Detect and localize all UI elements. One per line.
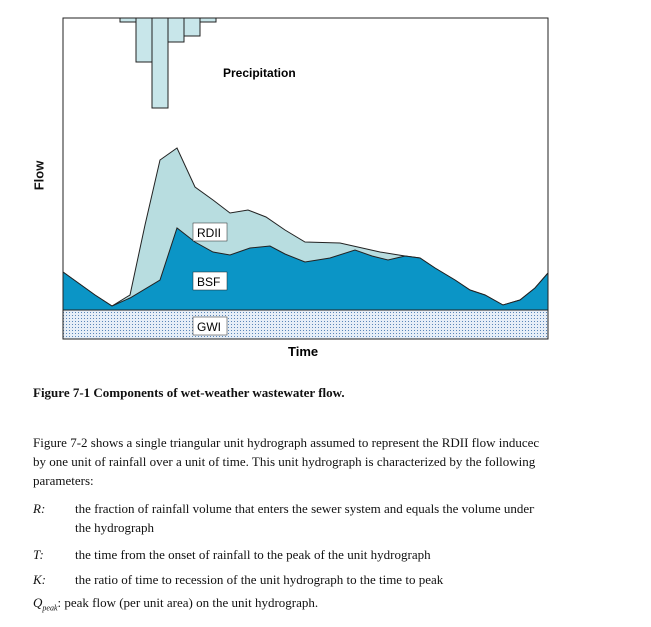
gwi-label: GWI — [197, 320, 221, 334]
gwi-label-box — [192, 316, 228, 336]
param-k: K: the ratio of time to recession of the… — [33, 570, 573, 590]
precipitation-bars — [119, 17, 217, 109]
param-definition: the ratio of time to recession of the un… — [75, 570, 573, 589]
precip-bar — [119, 17, 137, 23]
param-r: R: the fraction of rainfall volume that … — [33, 499, 573, 539]
param-symbol: R: — [33, 501, 46, 516]
qpeak-subscript: peak — [42, 603, 58, 613]
bsf-area — [62, 227, 549, 311]
precipitation-label: Precipitation — [223, 66, 296, 80]
param-definition: the time from the onset of rainfall to t… — [75, 545, 573, 564]
intro-paragraph: Figure 7-2 shows a single triangular uni… — [33, 433, 573, 490]
precip-bar — [151, 17, 169, 109]
param-line: the ratio of time to recession of the un… — [75, 572, 444, 587]
qpeak-letter: Q — [33, 595, 43, 610]
rdii-label-box — [192, 222, 228, 242]
y-axis-label-wrap: Flow — [31, 148, 68, 208]
figure-caption: Figure 7-1 Components of wet-weather was… — [33, 385, 345, 400]
x-axis-label: Time — [288, 344, 318, 359]
hydrograph-figure: Precipitation RDII BSF GWI Time Flow — [31, 17, 549, 359]
param-line: the time from the onset of rainfall to t… — [75, 547, 431, 562]
qpeak-symbol: Qpeak — [33, 595, 58, 613]
param-line: the fraction of rainfall volume that ent… — [75, 501, 535, 516]
precip-bar — [135, 17, 153, 63]
intro-line: by one unit of rainfall over a unit of t… — [33, 454, 536, 469]
param-line: the hydrograph — [75, 520, 155, 535]
param-definition: the fraction of rainfall volume that ent… — [75, 499, 573, 537]
precip-bar — [199, 17, 217, 23]
intro-line: parameters: — [33, 473, 94, 488]
intro-line: Figure 7-2 shows a single triangular uni… — [33, 435, 540, 450]
bsf-label: BSF — [197, 275, 220, 289]
param-symbol: K: — [33, 572, 46, 587]
param-qpeak: Qpeak: peak flow (per unit area) on the … — [33, 595, 318, 613]
precip-bar — [167, 17, 185, 43]
qpeak-definition: : peak flow (per unit area) on the unit … — [57, 595, 319, 610]
y-axis-label: Flow — [31, 160, 47, 191]
param-t: T: the time from the onset of rainfall t… — [33, 545, 573, 565]
param-symbol: T: — [33, 547, 44, 562]
gwi-band — [62, 309, 549, 340]
rdii-label: RDII — [197, 226, 221, 240]
precip-bar — [183, 17, 201, 37]
hydrograph-chart: Precipitation RDII BSF GWI Time — [62, 17, 549, 359]
bsf-label-box — [192, 271, 228, 291]
